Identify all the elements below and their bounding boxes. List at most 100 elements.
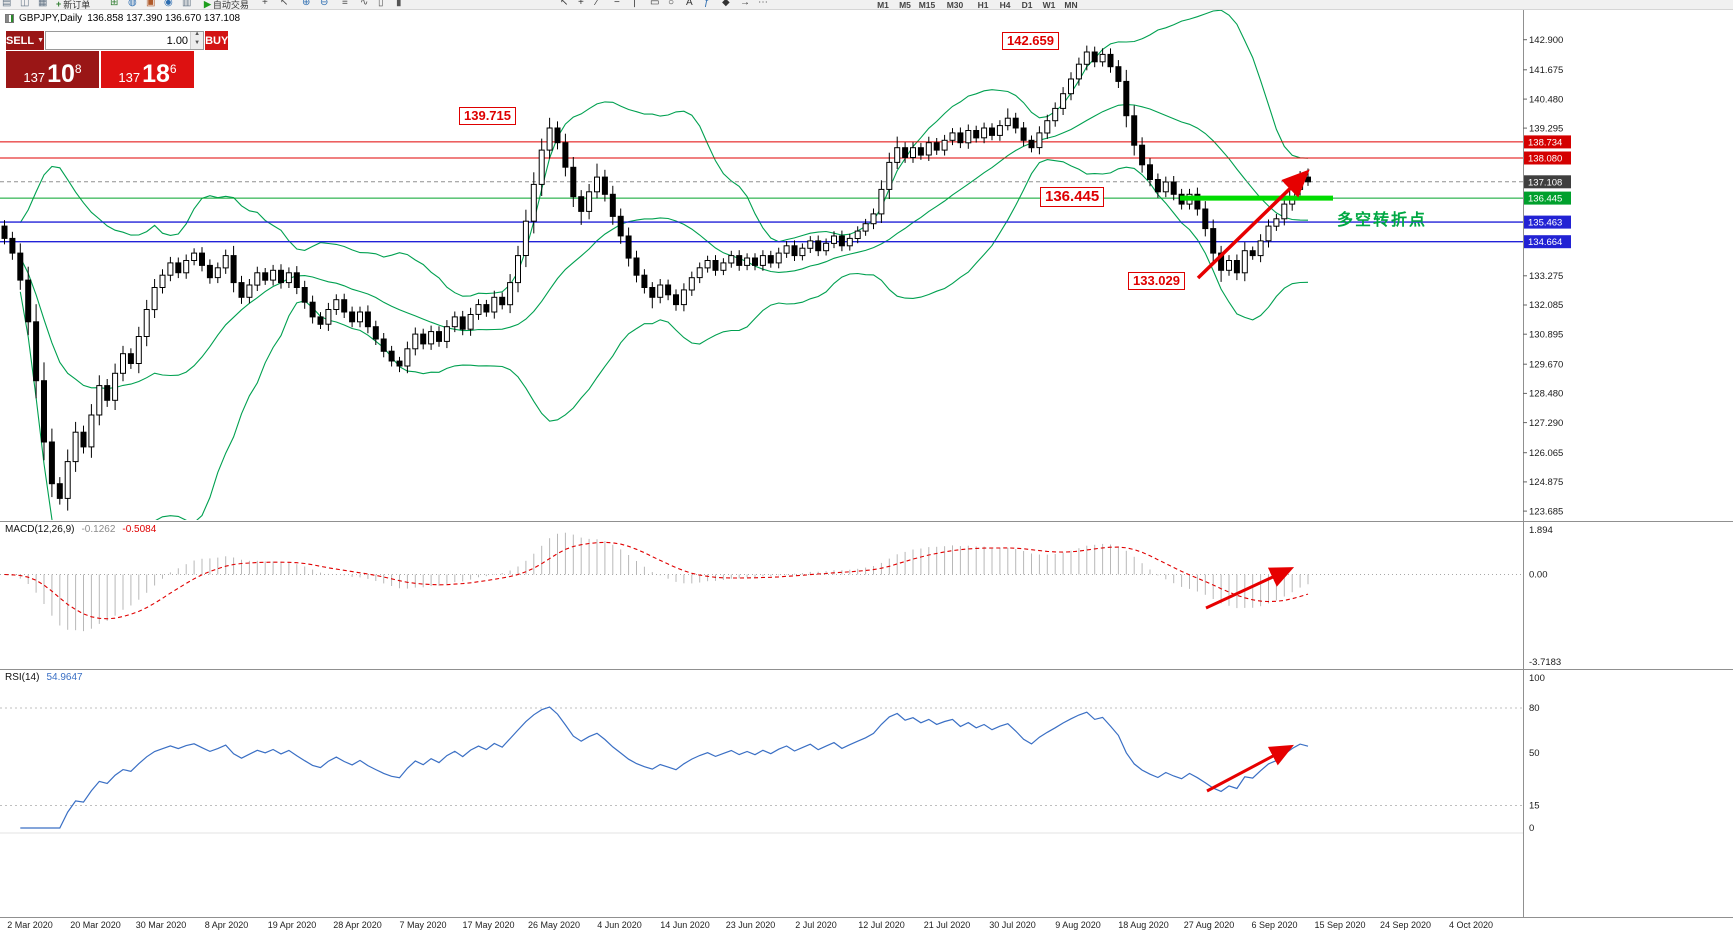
- svg-text:126.065: 126.065: [1529, 448, 1563, 459]
- svg-text:14 Jun 2020: 14 Jun 2020: [660, 920, 710, 930]
- svg-text:141.675: 141.675: [1529, 65, 1563, 76]
- volume-up-icon[interactable]: ▲: [191, 31, 204, 41]
- svg-text:28 Apr 2020: 28 Apr 2020: [333, 920, 382, 930]
- sell-price-tile[interactable]: 137 10 8: [6, 51, 99, 88]
- timeframe-m5-button[interactable]: M5: [899, 0, 911, 10]
- navigator-icon[interactable]: ◉: [164, 0, 173, 8]
- svg-text:80: 80: [1529, 703, 1540, 714]
- alerts-icon[interactable]: ▣: [146, 0, 156, 8]
- svg-text:9 Aug 2020: 9 Aug 2020: [1055, 920, 1101, 930]
- svg-text:27 Aug 2020: 27 Aug 2020: [1184, 920, 1235, 930]
- annotation-peak-high[interactable]: 142.659: [1002, 32, 1059, 50]
- svg-text:133.275: 133.275: [1529, 271, 1563, 282]
- timeframe-h1-button[interactable]: H1: [977, 0, 989, 10]
- svg-text:132.085: 132.085: [1529, 300, 1563, 311]
- new-order-label: 新订单: [63, 0, 91, 10]
- svg-text:4 Oct 2020: 4 Oct 2020: [1449, 920, 1493, 930]
- rsi-value: 54.9647: [46, 672, 83, 683]
- zoom-out-icon[interactable]: ⊖: [320, 0, 329, 8]
- buy-button[interactable]: BUY: [205, 31, 229, 50]
- horizontal-line-icon[interactable]: −: [614, 0, 620, 8]
- arrow-object-icon[interactable]: →: [740, 0, 750, 8]
- price-axis[interactable]: 142.900 141.675 140.480 139.295 133.275 132.0…: [1523, 35, 1571, 517]
- new-order-button-icon: +: [56, 0, 62, 9]
- svg-text:130.895: 130.895: [1529, 329, 1563, 340]
- volume-down-icon[interactable]: ▼: [191, 40, 204, 49]
- svg-text:100: 100: [1529, 673, 1545, 684]
- svg-text:4 Jun 2020: 4 Jun 2020: [597, 920, 642, 930]
- svg-text:17 May 2020: 17 May 2020: [462, 920, 514, 930]
- sell-button[interactable]: SELL ▼: [6, 31, 45, 50]
- sell-price-sup: 8: [74, 62, 82, 76]
- fibonacci-icon[interactable]: ƒ: [704, 0, 710, 8]
- pointer-tool-icon[interactable]: ↖: [560, 0, 569, 8]
- new-order-button[interactable]: + 新订单: [56, 0, 91, 10]
- rsi-name: RSI(14): [5, 672, 40, 683]
- candlesticks: [1, 45, 1311, 511]
- date-axis[interactable]: 2 Mar 2020 20 Mar 2020 30 Mar 2020 8 Apr 20…: [7, 920, 1493, 930]
- buy-price-tile[interactable]: 137 18 6: [101, 51, 194, 88]
- trend-arrow-main[interactable]: [1196, 169, 1310, 280]
- text-label-icon[interactable]: A: [686, 0, 693, 8]
- more-tools-icon[interactable]: ⋯: [758, 0, 768, 8]
- trend-arrow-rsi[interactable]: [1206, 744, 1294, 793]
- profiles-icon[interactable]: ◍: [128, 0, 137, 8]
- timeframe-m1-button[interactable]: M1: [877, 0, 889, 10]
- macd-axis[interactable]: 1.894 0.00 -3.7183: [1529, 525, 1561, 668]
- sell-dropdown-icon[interactable]: ▼: [37, 37, 45, 44]
- svg-text:123.685: 123.685: [1529, 506, 1563, 517]
- svg-text:138.734: 138.734: [1528, 137, 1562, 148]
- svg-text:129.670: 129.670: [1529, 359, 1563, 370]
- timeframe-d1-button[interactable]: D1: [1021, 0, 1033, 10]
- charts-grid-icon[interactable]: ▤: [2, 0, 12, 8]
- cursor-icon[interactable]: ↖: [280, 0, 289, 8]
- crosshair-tool-icon[interactable]: +: [578, 0, 584, 8]
- symbol-chart-icon: [5, 14, 14, 23]
- svg-text:15 Sep 2020: 15 Sep 2020: [1314, 920, 1365, 930]
- timeframe-mn-button[interactable]: MN: [1064, 0, 1078, 10]
- rectangle-icon[interactable]: ▭: [650, 0, 660, 8]
- bar-chart-icon[interactable]: ▯: [378, 0, 384, 8]
- buy-price-sup: 6: [169, 62, 177, 76]
- ellipse-icon[interactable]: ○: [668, 0, 675, 8]
- shapes-icon[interactable]: ◆: [722, 0, 730, 8]
- timeframe-m30-button[interactable]: M30: [946, 0, 964, 10]
- annotation-turning-point[interactable]: 多空转折点: [1337, 212, 1428, 229]
- add-indicator-icon[interactable]: ⊞: [110, 0, 119, 8]
- svg-text:12 Jul 2020: 12 Jul 2020: [858, 920, 905, 930]
- trendline-icon[interactable]: ∕: [596, 0, 598, 8]
- svg-text:30 Jul 2020: 30 Jul 2020: [989, 920, 1036, 930]
- annotation-swing-low[interactable]: 133.029: [1128, 272, 1185, 290]
- vertical-line-icon[interactable]: ∣: [632, 0, 637, 8]
- tile-windows-icon[interactable]: ≡: [342, 0, 348, 8]
- rsi-axis[interactable]: 100 80 50 15 0: [1529, 673, 1545, 834]
- annotation-pivot[interactable]: 136.445: [1040, 187, 1105, 207]
- candle-chart-icon[interactable]: ▮: [396, 0, 402, 8]
- new-window-icon[interactable]: ◫: [20, 0, 30, 8]
- autotrading-button[interactable]: ▶ 自动交易: [204, 0, 249, 10]
- timeframe-h4-button[interactable]: H4: [999, 0, 1011, 10]
- svg-text:139.295: 139.295: [1529, 123, 1563, 134]
- zoom-in-icon[interactable]: ⊕: [302, 0, 311, 8]
- crosshair-icon[interactable]: +: [262, 0, 268, 8]
- macd-name: MACD(12,26,9): [5, 524, 75, 535]
- terminal-icon[interactable]: ▥: [182, 0, 192, 8]
- svg-text:20 Mar 2020: 20 Mar 2020: [70, 920, 121, 930]
- svg-text:6 Sep 2020: 6 Sep 2020: [1251, 920, 1297, 930]
- svg-text:138.080: 138.080: [1528, 154, 1562, 165]
- market-watch-icon[interactable]: ▦: [38, 0, 48, 8]
- annotation-swing-high[interactable]: 139.715: [459, 107, 516, 125]
- symbol-period-label: GBPJPY,Daily: [19, 13, 83, 24]
- line-chart-icon[interactable]: ∿: [360, 0, 369, 8]
- timeframe-m15-button[interactable]: M15: [918, 0, 936, 10]
- volume-input[interactable]: [46, 32, 191, 49]
- trend-arrow-macd[interactable]: [1205, 567, 1295, 610]
- horizontal-level-lines[interactable]: [0, 141, 1523, 243]
- svg-text:15: 15: [1529, 801, 1540, 812]
- svg-text:134.664: 134.664: [1528, 237, 1562, 248]
- svg-text:50: 50: [1529, 748, 1540, 759]
- timeframe-w1-button[interactable]: W1: [1042, 0, 1056, 10]
- autotrading-label: 自动交易: [212, 0, 249, 10]
